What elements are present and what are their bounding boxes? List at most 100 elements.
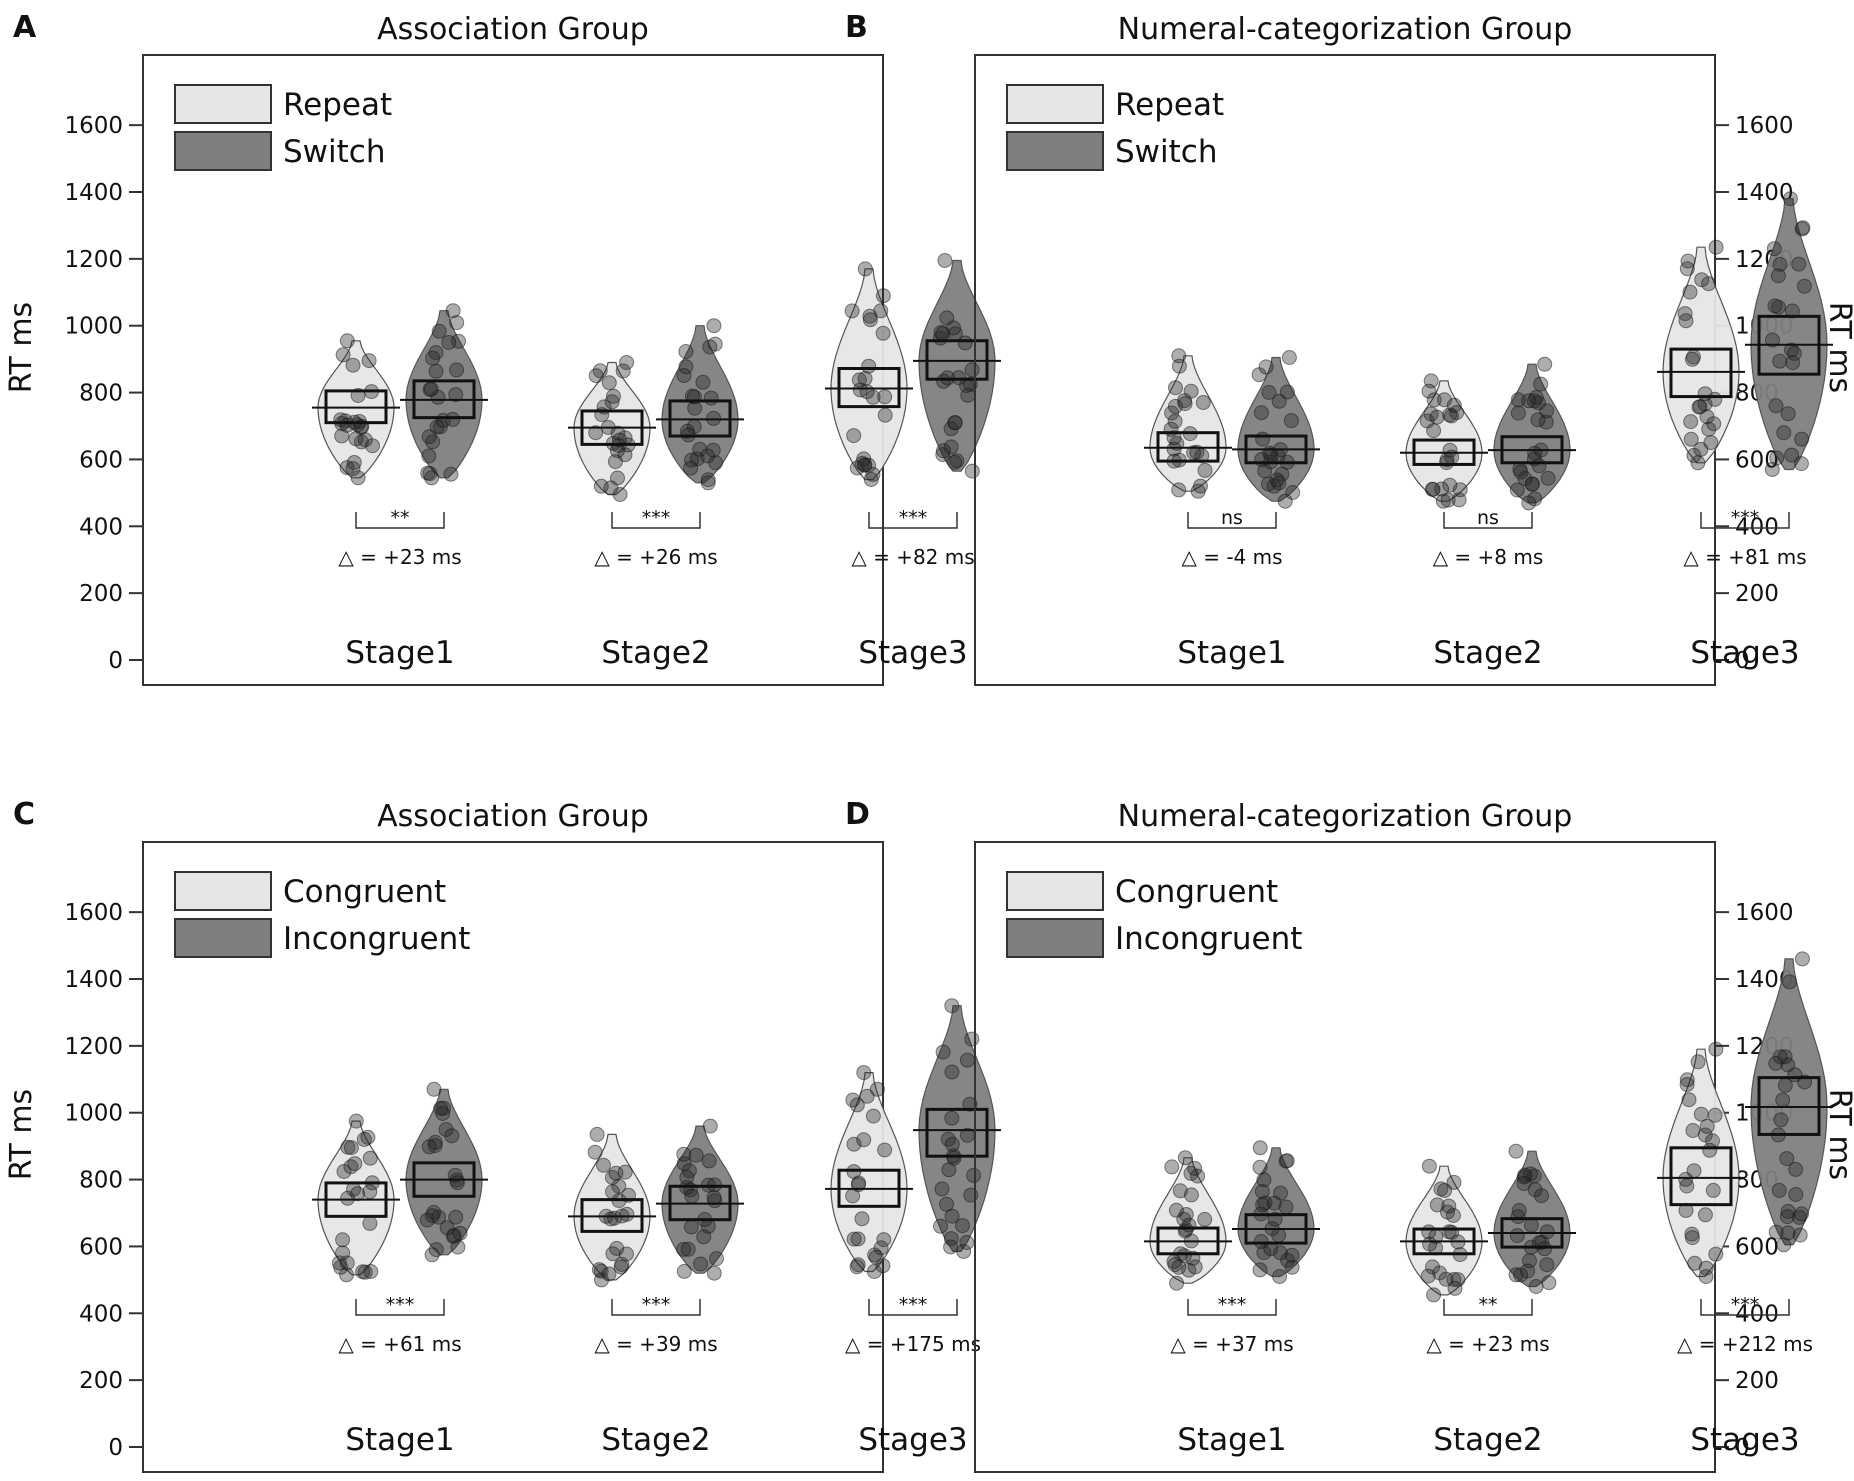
data-point: [448, 1209, 464, 1225]
data-point: [1683, 431, 1699, 447]
y-tick-label: 1600: [1735, 900, 1794, 926]
data-point: [1279, 1153, 1295, 1169]
data-point: [703, 390, 719, 406]
stage-label: Stage1: [345, 635, 454, 671]
data-point: [1680, 253, 1696, 269]
data-point: [1520, 1263, 1536, 1279]
data-point: [1261, 384, 1277, 400]
y-tick-label: 1600: [1735, 113, 1794, 139]
ci-box: [1669, 1146, 1733, 1207]
stage-label: Stage2: [601, 635, 710, 671]
data-point: [1528, 390, 1544, 405]
data-point: [1775, 1092, 1791, 1108]
data-point: [706, 1190, 722, 1206]
data-point: [339, 417, 355, 433]
data-point: [684, 452, 699, 468]
y-tick-label: 800: [79, 381, 123, 407]
data-point: [1768, 1055, 1784, 1071]
data-point: [702, 1118, 718, 1134]
data-point: [1707, 1107, 1723, 1123]
stage-group: *** △ = +26 ms Stage2: [568, 318, 744, 671]
data-point: [347, 1156, 363, 1172]
data-point: [959, 1235, 975, 1250]
data-point: [1684, 1230, 1700, 1246]
violin: [830, 268, 908, 481]
ci-box: [1669, 347, 1733, 399]
data-point: [423, 381, 439, 397]
data-point: [1521, 393, 1537, 409]
delta-label: △ = +61 ms: [338, 1332, 461, 1356]
data-point: [1509, 1228, 1525, 1244]
significance-label: ***: [1731, 507, 1760, 529]
data-point: [339, 333, 355, 349]
data-point: [966, 1167, 982, 1183]
data-point: [1784, 303, 1800, 319]
legend-label: Switch: [283, 134, 386, 170]
significance-bracket: [868, 511, 958, 529]
significance-label: ns: [1477, 507, 1499, 529]
data-point: [1771, 1182, 1787, 1198]
data-point: [1447, 1280, 1463, 1296]
data-point: [1438, 1271, 1454, 1287]
data-point: [1272, 1269, 1288, 1284]
violin: [1149, 355, 1227, 492]
data-point: [944, 1064, 960, 1080]
data-point: [1171, 1259, 1187, 1275]
data-point: [449, 1175, 465, 1191]
data-point: [940, 1131, 956, 1147]
y-tick-label: 1600: [64, 113, 123, 139]
data-point: [1445, 1208, 1461, 1223]
delta-label: △ = +8 ms: [1433, 545, 1544, 569]
delta-label: △ = +26 ms: [594, 545, 717, 569]
data-point: [441, 335, 457, 350]
y-axis-label: RT ms: [4, 1089, 39, 1180]
data-point: [964, 463, 980, 479]
data-point: [676, 368, 692, 383]
data-point: [363, 1264, 379, 1279]
data-point: [683, 1219, 699, 1235]
data-point: [1166, 430, 1182, 446]
data-point: [335, 347, 351, 363]
data-point: [1702, 1142, 1718, 1158]
data-point: [964, 1031, 980, 1047]
data-point: [1679, 261, 1695, 277]
panel-c: C Association Group 0 200 400 600 800 1000 1200 1…: [4, 797, 1001, 1473]
data-point: [937, 253, 953, 268]
data-point: [1791, 256, 1807, 272]
data-point: [1793, 456, 1809, 472]
data-point: [1284, 1259, 1300, 1275]
data-point: [1195, 395, 1211, 410]
y-axis-label: RT ms: [4, 302, 39, 393]
y-tick-label: 600: [1735, 447, 1779, 473]
data-point: [588, 368, 604, 384]
data-point: [866, 1264, 882, 1279]
data-point: [877, 407, 893, 423]
data-point: [1513, 464, 1529, 480]
stage-label: Stage3: [1690, 635, 1799, 671]
data-point: [1766, 241, 1782, 257]
data-point: [449, 362, 465, 378]
data-point: [350, 1186, 366, 1202]
stage-label: Stage3: [858, 635, 967, 671]
panel-title: Association Group: [377, 12, 649, 47]
y-tick-label: 200: [79, 581, 123, 607]
data-point: [1255, 431, 1271, 447]
data-point: [1177, 393, 1192, 409]
delta-label: △ = +82 ms: [851, 545, 974, 569]
data-point: [1708, 1246, 1724, 1262]
data-point: [424, 1208, 440, 1224]
data-point: [1266, 1195, 1282, 1211]
significance-bracket: [868, 1298, 958, 1316]
data-point: [1795, 220, 1811, 236]
data-point: [944, 998, 960, 1014]
legend-label: Congruent: [283, 874, 446, 910]
data-point: [1171, 358, 1187, 374]
data-point: [1528, 1279, 1544, 1294]
y-tick-label: 600: [1735, 1234, 1779, 1260]
data-point: [362, 1150, 378, 1166]
data-point: [844, 303, 860, 319]
data-point: [1690, 1054, 1706, 1070]
data-point: [422, 466, 438, 482]
data-point: [1683, 414, 1699, 430]
data-point: [1256, 1245, 1272, 1261]
